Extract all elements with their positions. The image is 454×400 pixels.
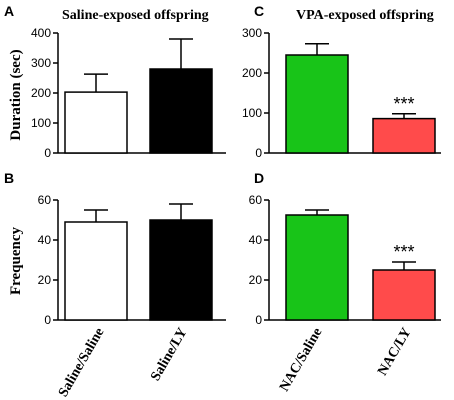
y-tick-label: 60 xyxy=(249,193,263,207)
bar xyxy=(149,68,213,154)
panel-letter-c: C xyxy=(254,3,264,19)
frequency-axis-label: Frequency xyxy=(8,226,24,295)
duration-axis-label: Duration (sec) xyxy=(8,49,24,140)
y-tick-label: 40 xyxy=(249,233,263,247)
bar xyxy=(64,91,128,154)
bar xyxy=(64,221,128,321)
category-label-saline-ly: Saline/LY xyxy=(148,326,190,384)
significance-marker: *** xyxy=(393,242,414,262)
panel-a: A Saline-exposed offspring 0 100 200 300 400 xyxy=(4,3,226,160)
bar xyxy=(285,54,349,154)
panel-title-c: VPA-exposed offspring xyxy=(296,8,434,23)
plot-a: 0 100 200 300 400 xyxy=(31,26,226,160)
plot-c: 0 100 200 300 *** xyxy=(242,26,441,160)
panel-c: C VPA-exposed offspring 0 100 200 300 *** xyxy=(242,3,441,160)
y-tick-label: 40 xyxy=(38,233,52,247)
y-tick-label: 200 xyxy=(242,66,262,80)
category-labels: Saline/Saline Saline/LY NAC/Saline NAC/L… xyxy=(56,326,415,400)
y-tick-label: 0 xyxy=(255,146,262,160)
bar xyxy=(372,117,436,154)
y-tick-label: 0 xyxy=(255,313,262,327)
y-tick-label: 0 xyxy=(44,146,51,160)
category-label-nac-ly: NAC/LY xyxy=(375,326,414,379)
bar xyxy=(285,214,349,321)
y-tick-label: 300 xyxy=(242,26,262,40)
y-tick-label: 60 xyxy=(38,193,52,207)
category-label-nac-saline: NAC/Saline xyxy=(277,326,325,395)
panel-title-a: Saline-exposed offspring xyxy=(62,8,209,23)
significance-marker: *** xyxy=(393,94,414,114)
y-tick-label: 100 xyxy=(242,106,262,120)
y-tick-label: 20 xyxy=(38,273,52,287)
y-tick-label: 100 xyxy=(31,116,51,130)
plot-b: 0 20 40 60 xyxy=(38,193,226,327)
y-tick-label: 200 xyxy=(31,86,51,100)
panel-letter-d: D xyxy=(254,170,264,186)
panel-letter-a: A xyxy=(4,3,14,19)
y-tick-label: 300 xyxy=(31,56,51,70)
bar xyxy=(149,219,213,321)
y-tick-label: 20 xyxy=(249,273,263,287)
y-tick-label: 400 xyxy=(31,26,51,40)
panel-letter-b: B xyxy=(4,170,14,186)
plot-d: 0 20 40 60 *** xyxy=(249,193,441,327)
bar xyxy=(372,269,436,321)
panel-d: D 0 20 40 60 *** xyxy=(249,170,441,327)
category-label-saline-saline: Saline/Saline xyxy=(56,326,108,400)
panel-b: B 0 20 40 60 xyxy=(4,170,226,327)
y-tick-label: 0 xyxy=(44,313,51,327)
